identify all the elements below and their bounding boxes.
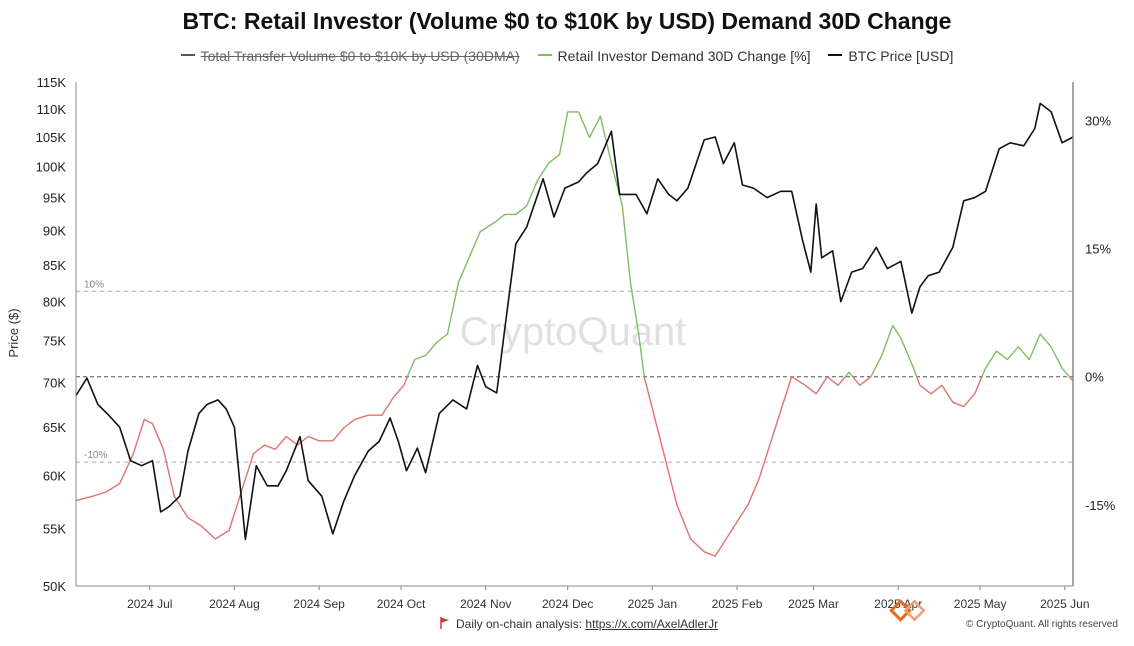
demand-line-negative: [791, 376, 828, 395]
footer-prefix: Daily on-chain analysis:: [456, 617, 583, 631]
legend: Total Transfer Volume $0 to $10K by USD …: [0, 48, 1134, 64]
y2-tick-label: -15%: [1085, 498, 1116, 513]
reference-lines: 10% -10%: [76, 279, 1073, 463]
demand-line-negative: [852, 376, 872, 386]
legend-swatch-total-transfer-volume: [180, 54, 195, 57]
legend-swatch-retail-demand: [537, 54, 552, 57]
x-tick-label: 2025 Feb: [712, 597, 763, 611]
demand-line-negative: [643, 376, 793, 557]
copyright: © CryptoQuant. All rights reserved: [966, 619, 1118, 630]
retail-demand-series: [75, 111, 1074, 557]
demand-line-positive: [870, 324, 918, 378]
y2-tick-label: 15%: [1085, 242, 1111, 257]
x-tick-label: 2024 Sep: [293, 597, 345, 611]
btc-price-line: [75, 102, 1074, 541]
y-tick-label: 50K: [43, 579, 66, 594]
x-tick-label: 2024 Nov: [460, 597, 511, 611]
footer: Daily on-chain analysis: https://x.com/A…: [440, 616, 718, 631]
axes: 50K 55K 60K 65K 70K 75K 80K 85K 90K 95K 100K 105K 11…: [36, 75, 1116, 611]
reference-line-label: 10%: [84, 279, 104, 290]
chart-title: BTC: Retail Investor (Volume $0 to $10K …: [182, 8, 952, 34]
y-tick-label: 105K: [36, 130, 67, 145]
x-tick-label: 2025 Mar: [788, 597, 839, 611]
cryptoquant-logo: [888, 598, 936, 633]
demand-line-positive: [981, 333, 1070, 378]
demand-line-negative: [826, 376, 846, 386]
watermark: CryptoQuant: [460, 310, 687, 354]
legend-swatch-btc-price: [828, 54, 843, 57]
y2-tick-label: 30%: [1085, 113, 1111, 128]
legend-label-total-transfer-volume: Total Transfer Volume $0 to $10K by USD …: [200, 48, 520, 64]
y-tick-label: 115K: [37, 75, 67, 90]
x-tick-label: 2025 Jun: [1040, 597, 1089, 611]
x-tick-label: 2024 Aug: [209, 597, 260, 611]
flag-icon: [440, 617, 449, 629]
y2-tick-label: 0%: [1085, 370, 1104, 385]
legend-item-retail-demand[interactable]: Retail Investor Demand 30D Change [%]: [537, 48, 811, 64]
y-tick-label: 100K: [36, 160, 67, 175]
x-tick-label: 2024 Oct: [377, 597, 426, 611]
y-tick-label: 90K: [43, 223, 66, 238]
y-tick-label: 110K: [37, 102, 67, 117]
demand-line-positive: [406, 111, 645, 377]
x-tick-label: 2024 Dec: [542, 597, 593, 611]
legend-label-retail-demand: Retail Investor Demand 30D Change [%]: [557, 48, 811, 64]
footer-link[interactable]: https://x.com/AxelAdlerJr: [585, 617, 719, 631]
x-tick-label: 2024 Jul: [127, 597, 172, 611]
y-tick-label: 80K: [43, 295, 66, 310]
btc-price-series: [75, 102, 1074, 541]
x-tick-label: 2025 May: [954, 597, 1007, 611]
legend-item-total-transfer-volume[interactable]: Total Transfer Volume $0 to $10K by USD …: [180, 48, 520, 64]
legend-item-btc-price[interactable]: BTC Price [USD]: [828, 48, 953, 64]
y-tick-label: 70K: [43, 375, 66, 390]
y-tick-label: 85K: [43, 258, 66, 273]
y-tick-label: 95K: [43, 191, 66, 206]
legend-label-btc-price: BTC Price [USD]: [848, 48, 954, 64]
y-tick-label: 75K: [43, 334, 66, 349]
reference-line-label: -10%: [84, 450, 107, 461]
x-tick-label: 2025 Jan: [628, 597, 677, 611]
demand-line-positive: [844, 371, 854, 378]
demand-line-negative: [916, 376, 983, 408]
y-axis-title: Price ($): [6, 308, 21, 357]
y-tick-label: 60K: [43, 469, 66, 484]
demand-line-negative: [75, 376, 409, 540]
y-tick-label: 65K: [43, 420, 66, 435]
y-tick-label: 55K: [43, 521, 66, 536]
cryptoquant-logo-icon: [889, 599, 926, 622]
